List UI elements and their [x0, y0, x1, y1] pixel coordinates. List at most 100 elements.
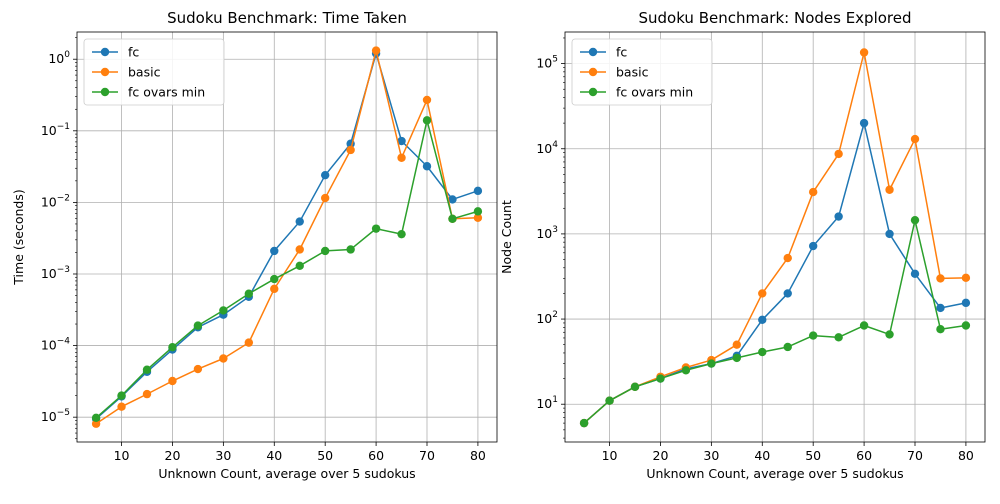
chart-1-x-tick-label: 30 — [215, 448, 231, 463]
chart-1-x-tick-label: 80 — [470, 448, 486, 463]
chart-1-data-point-fc-ovars-min — [142, 365, 152, 374]
chart-2-data-point-fc-ovars-min — [808, 331, 818, 340]
chart-2-legend: fc basic fc ovars min — [571, 38, 713, 106]
chart-1-x-tick-label: 10 — [114, 448, 130, 463]
chart-1-data-point-fc — [320, 170, 330, 180]
chart-1-data-point-fc — [270, 246, 279, 256]
chart-2-legend-item-fc: fc — [580, 45, 627, 60]
chart-2-data-point-basic — [758, 289, 767, 298]
chart-2-y-tick-exponent: 2 — [552, 310, 558, 320]
chart-1-data-point-fc-ovars-min — [397, 229, 406, 239]
chart-1-legend-box — [83, 38, 225, 106]
chart-1-x-tick-label: 70 — [419, 448, 435, 463]
chart-1-data-point-fc — [448, 195, 457, 204]
chart-1-data-point-basic — [473, 213, 483, 222]
chart-2-data-point-basic — [961, 273, 971, 283]
chart-1-y-tick-exponent: −2 — [57, 193, 70, 203]
chart-2-y-tick-exponent: 1 — [552, 395, 558, 405]
chart-2-data-point-basic — [834, 149, 843, 159]
chart-1-y-tick-label: 10−4 — [41, 337, 70, 353]
chart-2-legend-label: fc ovars min — [616, 85, 693, 100]
chart-1-data-point-basic — [219, 354, 228, 363]
chart-2-y-tick-base: 10 — [536, 226, 552, 241]
chart-1-y-tick-label: 10−1 — [41, 122, 70, 138]
chart-1-data-point-basic — [422, 95, 432, 105]
chart-2-data-point-fc-ovars-min — [834, 333, 843, 342]
chart-1-legend-swatch-marker — [100, 67, 110, 77]
chart-1-y-tick-label: 10−3 — [41, 265, 70, 281]
chart-1-legend: fc basic fc ovars min — [83, 38, 225, 106]
chart-2-y-tick-base: 10 — [536, 396, 552, 411]
chart-2-series-line-basic — [583, 51, 966, 424]
chart-1-x-tick-label: 60 — [368, 448, 384, 463]
chart-1-data-point-fc — [473, 186, 483, 196]
chart-1-y-tick-exponent: −5 — [57, 408, 70, 418]
chart-1-data-point-fc-ovars-min — [219, 306, 228, 315]
chart-2-data-point-basic — [936, 274, 945, 283]
chart-2-data-point-fc-ovars-min — [961, 321, 971, 330]
nodes-explored-chart: Sudoku Benchmark: Nodes Explored 10 20 30 40… — [499, 9, 986, 481]
chart-2-data-point-basic — [885, 185, 894, 194]
chart-1-data-point-basic — [117, 402, 126, 411]
chart-2-y-tick-exponent: 5 — [552, 55, 558, 65]
chart-1-data-point-fc-ovars-min — [473, 207, 483, 216]
chart-2-x-tick-label: 80 — [958, 448, 974, 463]
chart-2-y-tick-label: 104 — [536, 140, 558, 156]
chart-2-series-basic — [579, 48, 971, 428]
chart-2-data-point-fc-ovars-min — [579, 418, 589, 428]
chart-1-x-tick-label: 50 — [317, 448, 333, 463]
chart-1-title: Sudoku Benchmark: Time Taken — [167, 9, 407, 27]
chart-2-data-point-basic — [859, 48, 869, 57]
chart-1-legend-label: fc ovars min — [128, 85, 205, 100]
chart-1-data-point-fc-ovars-min — [270, 274, 279, 284]
chart-1-y-tick-base: 10 — [41, 123, 57, 138]
chart-1-y-tick-exponent: −4 — [57, 337, 71, 347]
chart-2-data-point-fc — [859, 118, 869, 128]
chart-2-data-point-fc — [936, 303, 945, 313]
chart-1-data-point-fc-ovars-min — [320, 246, 330, 256]
chart-1-data-point-fc-ovars-min — [244, 289, 254, 298]
chart-2-legend-swatch-marker — [588, 87, 598, 97]
chart-1-data-point-basic — [193, 364, 203, 374]
chart-1-data-point-fc-ovars-min — [168, 342, 177, 352]
chart-2-y-tick-label: 103 — [536, 225, 558, 241]
chart-1-y-tick-base: 10 — [41, 266, 57, 281]
chart-1-data-point-basic — [168, 376, 177, 386]
chart-2-y-axis-label: Node Count — [499, 200, 514, 274]
chart-1-data-point-fc-ovars-min — [448, 214, 457, 224]
chart-2-legend-swatch-marker — [588, 47, 598, 57]
chart-2-legend-label: basic — [616, 65, 649, 80]
chart-2-data-point-fc — [834, 212, 843, 221]
chart-1-series-fc-ovars-min — [91, 116, 483, 422]
chart-1-axes-frame — [76, 31, 498, 443]
chart-1-data-point-fc — [295, 217, 304, 226]
chart-1-y-tick-base: 10 — [41, 194, 57, 209]
chart-2-data-point-basic — [808, 187, 818, 197]
chart-1-data-point-basic — [371, 46, 381, 55]
chart-1-data-point-fc — [422, 162, 432, 171]
chart-2-data-point-fc-ovars-min — [707, 359, 716, 368]
chart-1-data-point-fc-ovars-min — [371, 224, 381, 233]
chart-1-series-basic — [91, 46, 483, 428]
chart-2-x-tick-label: 70 — [907, 448, 923, 463]
chart-2-x-tick-label: 60 — [856, 448, 872, 463]
chart-1-data-point-basic — [142, 389, 152, 399]
chart-2-series-line-fc-ovars-min — [583, 219, 967, 424]
chart-2-y-tick-label: 105 — [536, 55, 558, 71]
chart-1-data-point-basic — [346, 145, 355, 155]
chart-1-data-point-basic — [270, 284, 279, 294]
chart-1-series-line-fc — [95, 52, 479, 420]
chart-2-data-point-fc — [808, 241, 818, 251]
chart-1-y-tick-base: 10 — [41, 338, 57, 353]
chart-1-data-point-fc-ovars-min — [422, 116, 432, 125]
chart-2-x-tick-label: 40 — [754, 448, 770, 463]
chart-1-series-line-fc-ovars-min — [95, 119, 479, 419]
chart-2-y-tick-base: 10 — [536, 56, 552, 71]
chart-1-legend-label: fc — [128, 45, 139, 60]
chart-2-data-point-fc — [961, 298, 971, 308]
chart-2-y-tick-base: 10 — [536, 311, 552, 326]
chart-2-data-point-fc-ovars-min — [605, 396, 614, 405]
chart-2-legend-item-basic: basic — [580, 65, 649, 80]
